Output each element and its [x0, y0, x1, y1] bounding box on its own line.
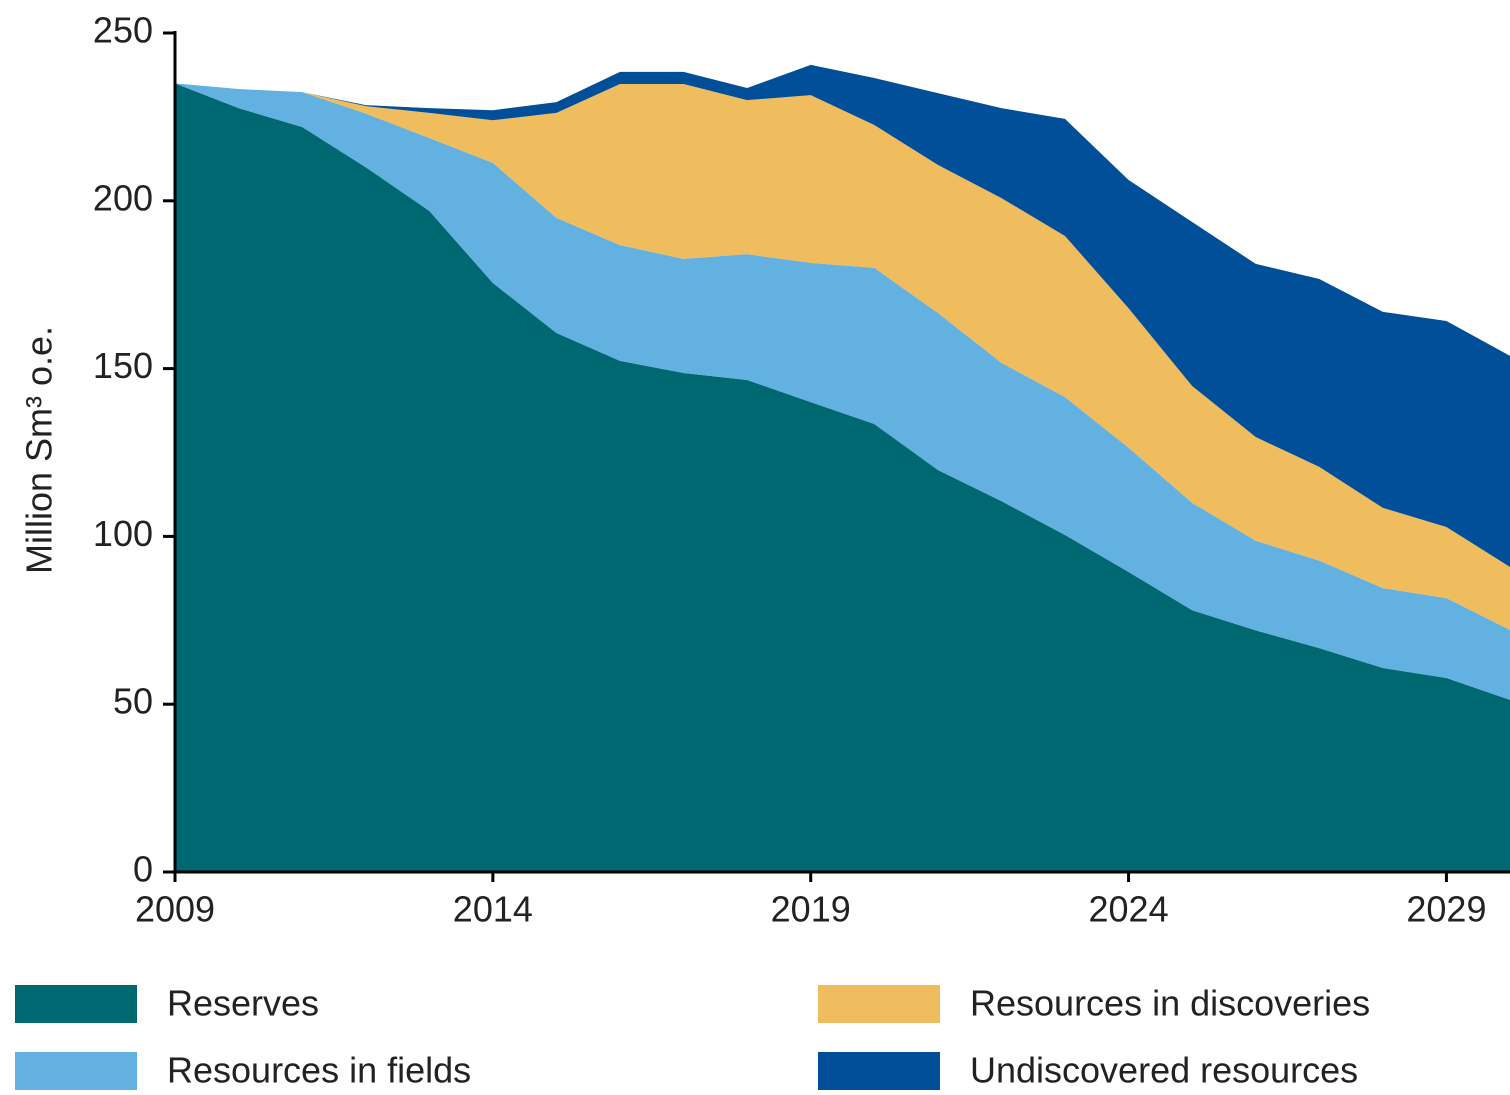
area	[175, 83, 1510, 700]
legend-swatch	[818, 1052, 940, 1090]
legend-swatch	[15, 985, 137, 1023]
y-tick-label: 200	[93, 177, 153, 218]
area	[175, 64, 1510, 567]
y-tick-label: 100	[93, 513, 153, 554]
legend-swatch	[818, 985, 940, 1023]
area	[175, 83, 1510, 873]
legend-label: Resources in fields	[167, 1050, 471, 1091]
y-tick-label: 50	[113, 681, 153, 722]
x-tick-label: 2029	[1406, 889, 1486, 930]
x-tick-label: 2009	[135, 889, 215, 930]
legend-swatch	[15, 1052, 137, 1090]
x-tick-label: 2014	[453, 889, 533, 930]
y-tick-label: 150	[93, 345, 153, 386]
area	[175, 83, 1510, 631]
y-axis-label: Million Sm³ o.e.	[19, 326, 60, 574]
legend-label: Reserves	[167, 983, 319, 1024]
y-tick-label: 0	[133, 849, 153, 890]
legend-label: Undiscovered resources	[970, 1050, 1358, 1091]
legend-label: Resources in discoveries	[970, 983, 1370, 1024]
x-tick-label: 2024	[1089, 889, 1169, 930]
y-tick-label: 250	[93, 10, 153, 51]
x-tick-label: 2019	[771, 889, 851, 930]
